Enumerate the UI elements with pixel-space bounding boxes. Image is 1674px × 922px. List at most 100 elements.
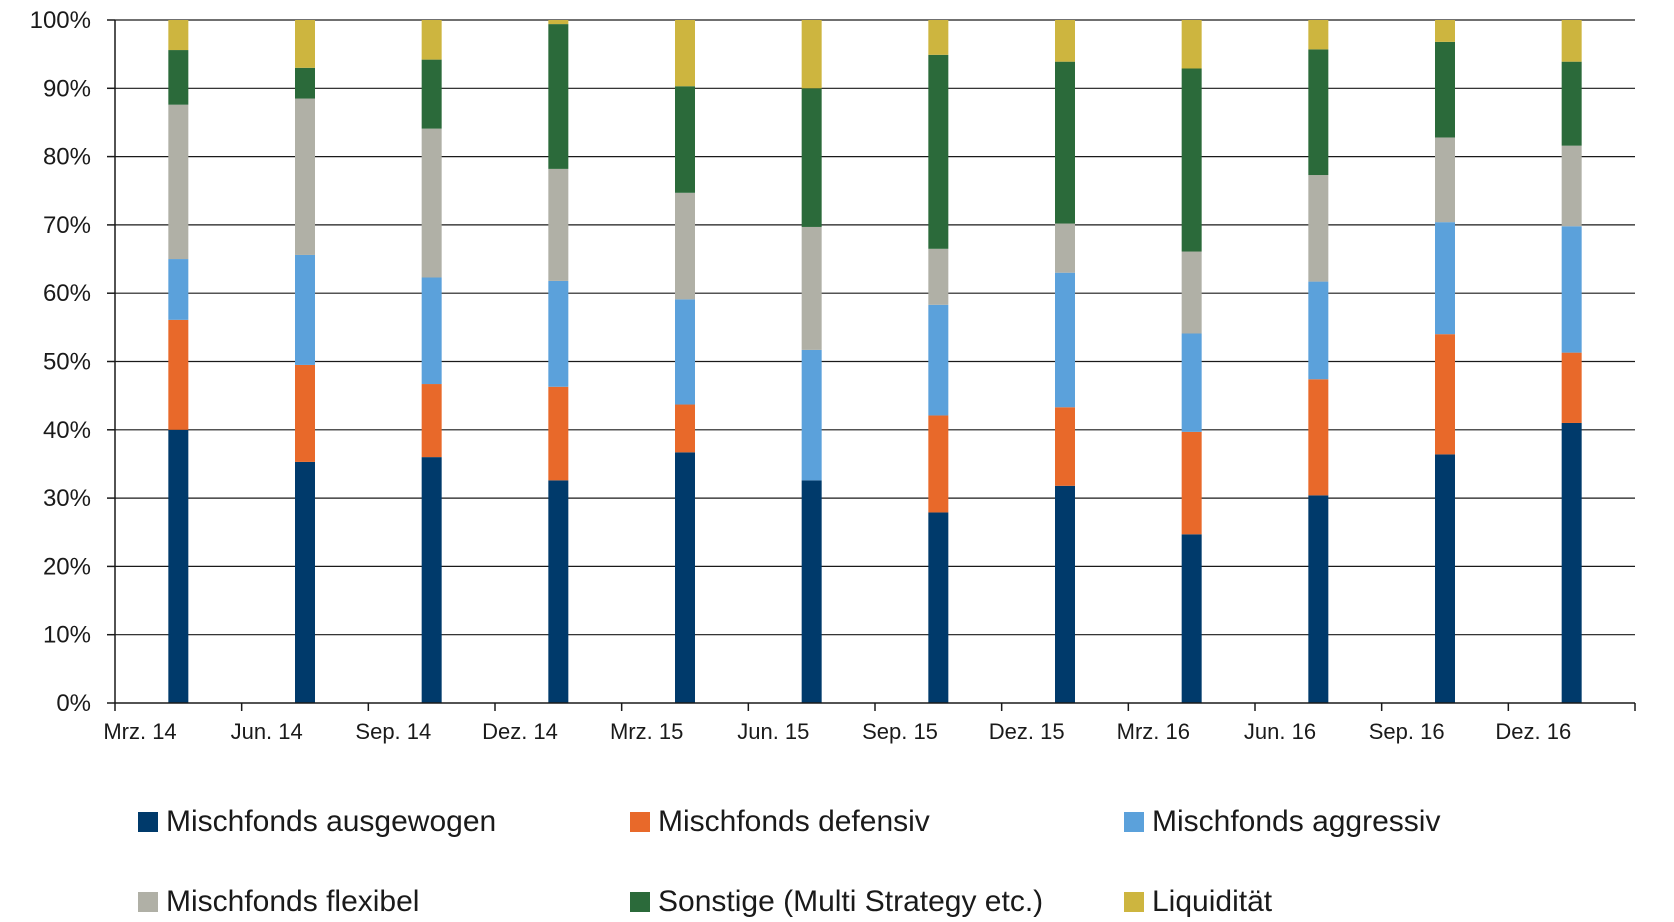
- bar-segment: [1308, 281, 1329, 380]
- bar-segment: [1308, 49, 1329, 176]
- bar-segment: [168, 50, 189, 105]
- bar-segment: [421, 457, 442, 703]
- bar-segment: [675, 86, 695, 193]
- bar-segment: [675, 299, 695, 405]
- x-tick-labels: Mrz. 14 Jun. 14 Sep. 14 Dez. 14 Mrz. 15 Jun. …: [103, 719, 1571, 744]
- bar-segment: [1055, 485, 1075, 703]
- bar-segment: [1308, 495, 1329, 703]
- y-tick-label: 80%: [43, 144, 91, 171]
- bar-segment: [1561, 145, 1582, 227]
- bar-segment: [1055, 223, 1075, 273]
- bar-segment: [801, 226, 822, 350]
- bar-segment: [928, 512, 949, 703]
- bar-segment: [295, 461, 315, 703]
- y-tick-label: 100%: [30, 7, 91, 34]
- bar-segment: [1561, 61, 1582, 146]
- bar-segment: [548, 168, 569, 281]
- bar-segment: [801, 349, 822, 481]
- bar-segment: [168, 104, 189, 260]
- bar-segment: [1055, 272, 1075, 408]
- x-tick-label: Mrz. 14: [103, 719, 176, 744]
- bar-segment: [928, 20, 949, 55]
- bar-segment: [168, 319, 189, 430]
- bar-segment: [1435, 41, 1455, 138]
- bar-segment: [1435, 334, 1455, 455]
- bar-segment: [1181, 431, 1202, 535]
- bar-segment: [548, 280, 569, 387]
- y-tick-label: 70%: [43, 212, 91, 239]
- bar-segment: [421, 20, 442, 60]
- x-tick-label: Dez. 15: [989, 719, 1065, 744]
- bar-segment: [295, 364, 315, 462]
- bar-segment: [675, 192, 695, 300]
- x-tick-label: Sep. 15: [862, 719, 938, 744]
- bar-segment: [421, 277, 442, 385]
- x-tick-label: Mrz. 15: [610, 719, 683, 744]
- axes: [107, 19, 1636, 711]
- bar-segment: [1055, 61, 1075, 224]
- bar-segment: [1308, 175, 1329, 282]
- bar-segment: [1181, 68, 1202, 252]
- y-tick-label: 0%: [56, 690, 91, 717]
- bar-segment: [548, 480, 569, 703]
- bar-segment: [1435, 454, 1455, 703]
- bar-segment: [1181, 251, 1202, 334]
- bar-segment: [548, 24, 569, 169]
- bar-segment: [1561, 422, 1582, 703]
- y-tick-label: 20%: [43, 553, 91, 580]
- bar-segment: [421, 128, 442, 278]
- bar-segment: [168, 259, 189, 320]
- bar-segment: [675, 452, 695, 703]
- x-tick-label: Jun. 16: [1244, 719, 1316, 744]
- bar-segment: [548, 20, 569, 25]
- x-tick-label: Jun. 15: [737, 719, 809, 744]
- bar-segment: [1308, 20, 1329, 50]
- bar-segment: [421, 384, 442, 458]
- bar-segment: [1435, 137, 1455, 223]
- bar-segment: [675, 20, 695, 87]
- bar-segment: [1181, 20, 1202, 69]
- bar-segment: [1181, 534, 1202, 703]
- bar-segment: [168, 429, 189, 703]
- bar-segment: [1055, 407, 1075, 486]
- y-tick-label: 90%: [43, 75, 91, 102]
- y-tick-label: 30%: [43, 485, 91, 512]
- bar-segment: [801, 88, 822, 227]
- bar-segment: [1561, 226, 1582, 353]
- bar-segment: [801, 20, 822, 89]
- bar-segment: [928, 54, 949, 249]
- bars: [168, 20, 1582, 703]
- bar-segment: [295, 98, 315, 255]
- bar-segment: [1055, 20, 1075, 62]
- bar-segment: [1561, 352, 1582, 423]
- x-tick-label: Jun. 14: [231, 719, 303, 744]
- x-tick-label: Sep. 16: [1369, 719, 1445, 744]
- bar-segment: [928, 304, 949, 416]
- x-tick-label: Mrz. 16: [1117, 719, 1190, 744]
- gridlines: [115, 19, 1635, 636]
- bar-segment: [421, 59, 442, 129]
- bar-segment: [1435, 20, 1455, 42]
- y-tick-label: 50%: [43, 349, 91, 376]
- bar-segment: [548, 386, 569, 481]
- bar-segment: [1308, 379, 1329, 496]
- bar-segment: [801, 480, 822, 703]
- y-tick-label: 40%: [43, 417, 91, 444]
- bar-segment: [1435, 222, 1455, 335]
- x-tick-label: Sep. 14: [355, 719, 431, 744]
- bar-segment: [295, 67, 315, 99]
- x-tick-label: Dez. 14: [482, 719, 558, 744]
- bar-segment: [1561, 20, 1582, 62]
- bar-segment: [675, 404, 695, 453]
- bar-segment: [1181, 333, 1202, 432]
- x-tick-label: Dez. 16: [1495, 719, 1571, 744]
- y-tick-label: 10%: [43, 622, 91, 649]
- bar-segment: [928, 248, 949, 305]
- y-tick-labels: 0% 10% 20% 30% 40% 50% 60% 70% 80% 90% 100%: [30, 7, 91, 717]
- bar-segment: [168, 20, 189, 51]
- bar-segment: [295, 254, 315, 365]
- bar-segment: [295, 20, 315, 68]
- bar-segment: [928, 415, 949, 513]
- y-tick-label: 60%: [43, 280, 91, 307]
